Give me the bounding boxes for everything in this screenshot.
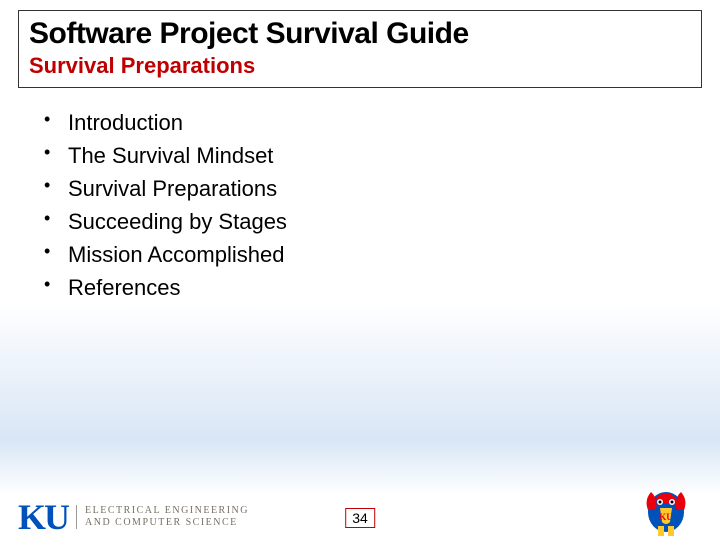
list-item: Survival Preparations	[40, 172, 720, 205]
jayhawk-badge-text: KU	[659, 512, 673, 522]
dept-line-1: ELECTRICAL ENGINEERING	[85, 505, 249, 517]
slide-subtitle: Survival Preparations	[29, 53, 691, 79]
ku-wordmark: KU	[18, 496, 68, 538]
list-item: Introduction	[40, 106, 720, 139]
dept-line-2: AND COMPUTER SCIENCE	[85, 517, 249, 529]
page-number: 34	[345, 508, 375, 528]
list-item: References	[40, 271, 720, 304]
title-box: Software Project Survival Guide Survival…	[18, 10, 702, 88]
list-item: Mission Accomplished	[40, 238, 720, 271]
bullet-list: Introduction The Survival Mindset Surviv…	[40, 106, 720, 304]
ku-dept-text: ELECTRICAL ENGINEERING AND COMPUTER SCIE…	[76, 505, 249, 529]
ku-dept-logo: KU ELECTRICAL ENGINEERING AND COMPUTER S…	[18, 496, 249, 538]
jayhawk-icon: KU	[636, 480, 696, 540]
list-item: Succeeding by Stages	[40, 205, 720, 238]
slide-title: Software Project Survival Guide	[29, 17, 691, 51]
list-item: The Survival Mindset	[40, 139, 720, 172]
jayhawk-logo: KU	[636, 480, 696, 540]
